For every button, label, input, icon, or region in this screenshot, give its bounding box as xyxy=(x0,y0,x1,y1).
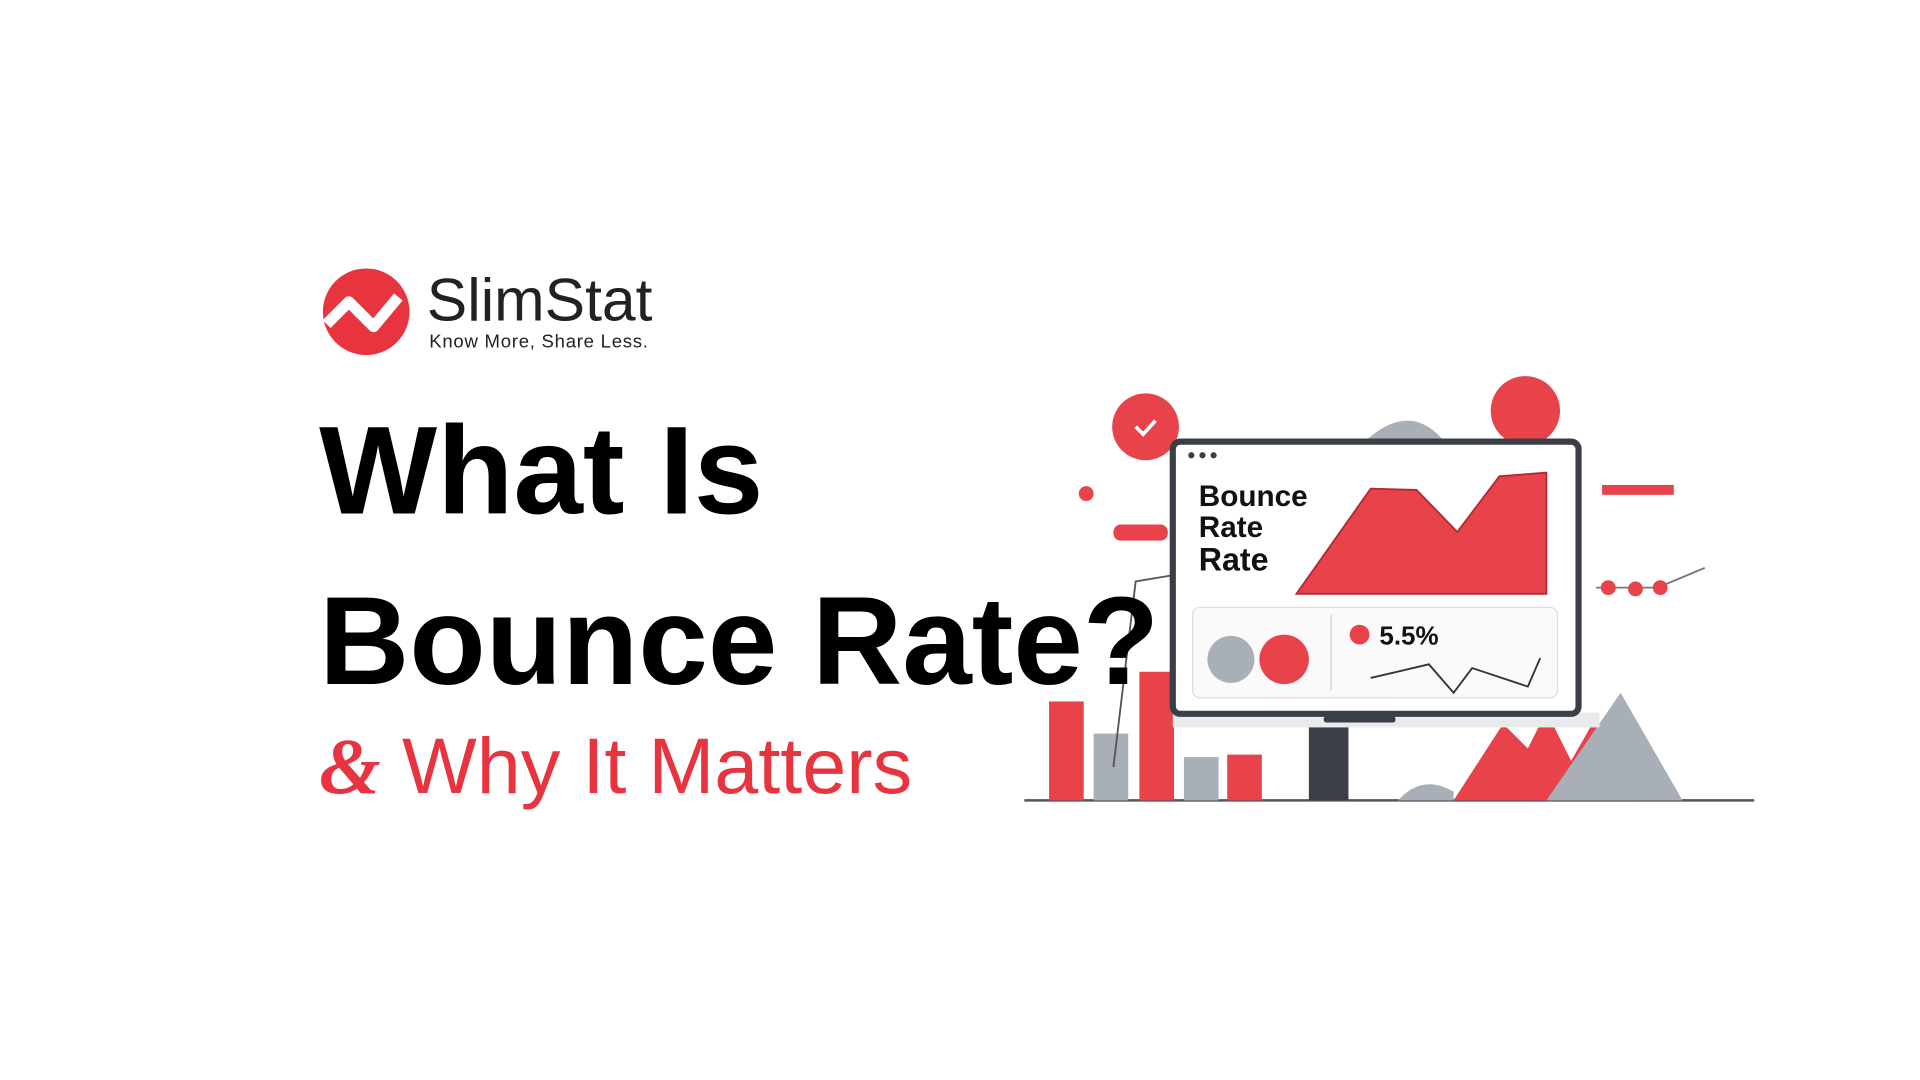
logo: SlimStat Know More, Share Less. xyxy=(322,265,653,356)
dot xyxy=(1078,486,1094,502)
ampersand: & xyxy=(319,723,381,811)
subheading: Why It Matters xyxy=(402,721,912,810)
screen-title: Bounce xyxy=(1199,480,1308,513)
pill xyxy=(1113,524,1168,541)
dot xyxy=(1600,580,1616,596)
bar xyxy=(1139,671,1175,801)
heading: Bounce Rate? xyxy=(319,572,1159,711)
window-dot xyxy=(1199,452,1206,459)
heading: What Is xyxy=(319,401,763,540)
monitor-base xyxy=(1323,716,1396,723)
chart-badge xyxy=(1490,376,1560,446)
metric-icon xyxy=(1349,624,1370,645)
window-dot xyxy=(1210,452,1217,459)
button xyxy=(1207,635,1255,683)
screen-title: Rate xyxy=(1199,541,1269,577)
dot xyxy=(1652,580,1668,596)
illustration: Bounce Rate Rate 5.5% xyxy=(1024,376,1755,802)
bar xyxy=(1093,733,1129,801)
bar xyxy=(1049,701,1084,801)
dot xyxy=(1628,581,1643,597)
button xyxy=(1259,634,1309,685)
bar xyxy=(1183,757,1219,801)
logo-tagline: Know More, Share Less. xyxy=(429,331,648,352)
grey-mountain xyxy=(1546,692,1683,801)
bar xyxy=(1227,754,1262,801)
connector xyxy=(1112,574,1173,768)
logo-zigzag xyxy=(322,293,403,333)
window-dot xyxy=(1188,452,1195,459)
sparkline xyxy=(1370,657,1542,695)
metric-value: 5.5% xyxy=(1379,621,1438,651)
check-badge xyxy=(1112,393,1179,461)
mound xyxy=(1397,784,1454,801)
card-strip xyxy=(1602,484,1674,495)
screen-chart xyxy=(1294,471,1548,595)
logo-name: SlimStat xyxy=(427,265,653,333)
screen-title: Rate xyxy=(1199,511,1263,544)
check-mark xyxy=(1134,419,1157,437)
monitor-stand xyxy=(1308,723,1349,801)
